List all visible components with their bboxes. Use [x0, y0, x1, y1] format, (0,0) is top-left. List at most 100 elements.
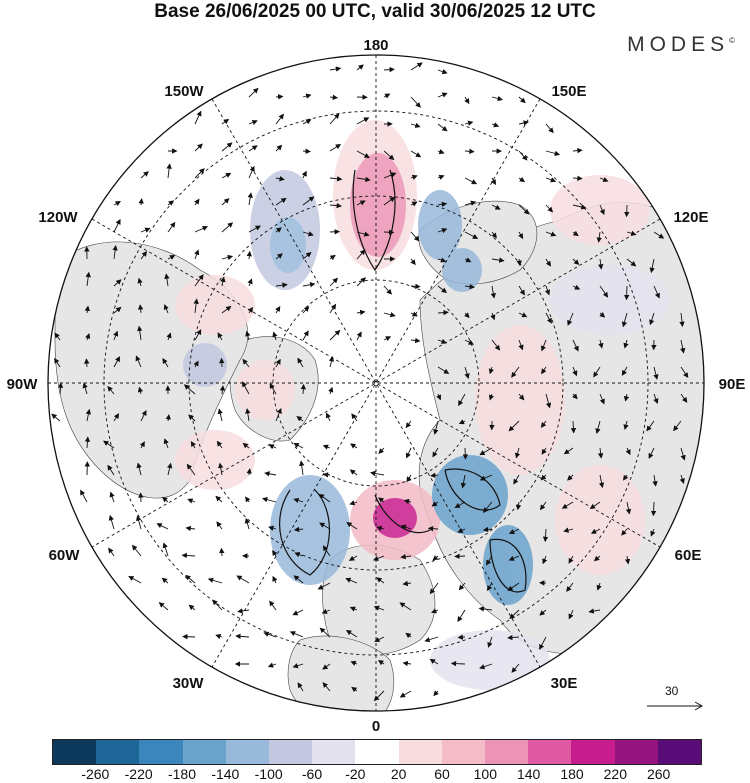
wind-vector [598, 258, 604, 270]
wind-vector [518, 339, 524, 351]
wind-vector [625, 447, 631, 456]
wind-vector [572, 366, 578, 377]
wind-vector [599, 285, 609, 298]
colorbar-swatch [398, 740, 442, 764]
wind-vector [437, 69, 448, 75]
wind-vector [378, 447, 385, 454]
wind-vector [410, 337, 421, 344]
wind-vector [572, 339, 579, 352]
wind-vector [207, 577, 223, 584]
wind-vector [221, 198, 230, 206]
wind-vector [345, 577, 358, 584]
wind-vector [545, 393, 552, 409]
wind-vector [383, 336, 392, 342]
contour-line [444, 468, 501, 511]
wind-vector [437, 309, 449, 316]
wind-vector [377, 660, 385, 666]
wind-vector [356, 249, 366, 260]
wind-vector [113, 218, 121, 233]
wind-vector [516, 258, 522, 267]
wind-vector [156, 523, 169, 530]
wind-vector [625, 501, 632, 515]
meridian-60 [91, 218, 661, 548]
wind-vector [374, 636, 385, 642]
meridian-30 [211, 98, 541, 668]
wind-vector [648, 447, 655, 459]
wind-vector [113, 201, 121, 207]
wind-vector [429, 582, 439, 595]
wind-vector [297, 357, 304, 368]
wind-vector [187, 498, 196, 504]
wind-vector [300, 383, 307, 395]
contour-line [279, 489, 331, 576]
wind-vector [410, 311, 418, 317]
wind-vector [221, 172, 232, 179]
wind-vector [329, 229, 340, 235]
lon-label-0: 0 [372, 718, 380, 735]
wind-vector [649, 312, 655, 326]
wind-vector [652, 474, 658, 487]
wind-vector [450, 660, 466, 667]
wind-vector [464, 283, 475, 290]
wind-vector [405, 420, 412, 429]
wind-vector [349, 606, 358, 612]
wind-vector [596, 231, 602, 243]
colorbar-tick-label: 20 [390, 766, 407, 782]
wind-vector [193, 298, 199, 314]
wind-vector [680, 393, 688, 403]
wind-vector [194, 110, 202, 125]
wind-vector [508, 528, 520, 534]
wind-vector [244, 517, 250, 530]
wind-vector [572, 230, 579, 237]
wind-vector [410, 258, 416, 266]
colorbar-tick-label: -20 [345, 766, 366, 782]
wind-vector [437, 366, 450, 374]
wind-vector [572, 175, 583, 181]
wind-vector [272, 575, 278, 584]
wind-vector [599, 393, 605, 405]
vector-scale-arrow [647, 701, 704, 711]
wind-vector [269, 383, 277, 395]
wind-vector [623, 420, 629, 430]
wind-vector [599, 204, 605, 216]
wind-vector [194, 225, 209, 233]
wind-vector [107, 385, 115, 395]
wind-vector [479, 474, 493, 481]
wind-vector [108, 514, 115, 530]
wind-vector [269, 600, 277, 611]
wind-vector [410, 122, 421, 128]
wind-vector [246, 468, 252, 476]
wind-vector [540, 474, 547, 481]
wind-vector [406, 474, 412, 483]
wind-vector [399, 690, 412, 698]
wind-vector [275, 358, 281, 368]
meridian-30 [211, 98, 541, 668]
wind-vector [376, 577, 385, 584]
wind-vector [302, 196, 315, 206]
wind-vector [624, 555, 631, 565]
wind-vector [109, 491, 115, 503]
wind-vector [513, 474, 520, 485]
wind-vector [51, 413, 61, 422]
wind-vector [275, 306, 281, 314]
wind-vector [649, 258, 655, 274]
wind-vector [458, 393, 466, 407]
wind-vector [302, 231, 314, 237]
wind-vector [433, 420, 439, 435]
wind-vector [85, 408, 92, 422]
wind-vector [567, 474, 574, 481]
wind-vector [190, 441, 196, 449]
lon-label-150e: 150E [551, 83, 586, 100]
wind-vector [329, 113, 340, 125]
wind-vector [462, 447, 468, 460]
wind-vector [545, 177, 557, 183]
wind-vector [356, 200, 366, 206]
wind-vector [217, 408, 223, 422]
wind-vector [511, 663, 520, 673]
wind-vector [464, 231, 479, 239]
wind-vector [457, 634, 466, 640]
wind-vector [431, 501, 439, 507]
wind-vector [458, 419, 466, 425]
wind-vector [219, 385, 226, 395]
wind-vector [293, 526, 304, 533]
